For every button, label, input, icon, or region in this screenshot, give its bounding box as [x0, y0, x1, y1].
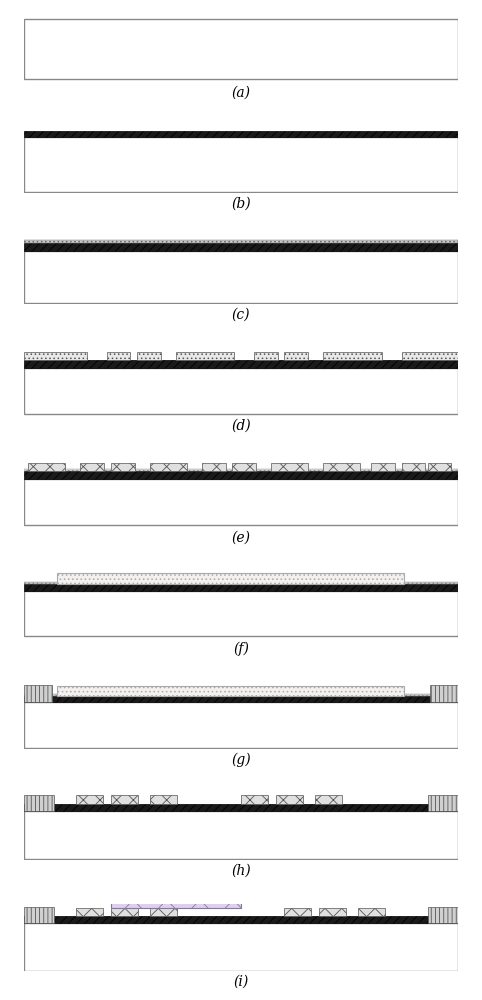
Bar — [345, 688, 370, 696]
Bar — [24, 240, 458, 243]
Bar — [430, 685, 458, 702]
Bar — [24, 479, 458, 525]
Bar — [202, 463, 226, 471]
Bar — [24, 584, 458, 591]
Text: (f): (f) — [233, 641, 249, 656]
Bar — [24, 137, 458, 192]
Bar — [24, 368, 458, 414]
Bar — [323, 463, 360, 471]
Bar — [310, 576, 335, 584]
Bar — [345, 576, 370, 584]
Bar — [276, 795, 303, 804]
Bar — [24, 916, 458, 923]
Bar — [232, 463, 256, 471]
Bar — [250, 576, 274, 584]
Bar — [24, 582, 458, 584]
Bar — [76, 576, 101, 584]
Bar — [319, 908, 346, 916]
Bar — [76, 908, 103, 916]
Bar — [323, 352, 382, 360]
Bar — [358, 908, 385, 916]
Bar — [284, 352, 308, 360]
Text: (a): (a) — [231, 86, 251, 100]
Bar — [402, 463, 426, 471]
Bar — [250, 688, 274, 696]
Bar — [24, 469, 458, 471]
Bar — [57, 686, 403, 696]
Bar — [24, 923, 458, 971]
Bar — [24, 907, 54, 923]
Bar — [310, 688, 335, 696]
Bar — [271, 463, 308, 471]
Bar — [24, 243, 458, 251]
Bar — [284, 908, 311, 916]
Text: (b): (b) — [231, 197, 251, 211]
Bar — [150, 795, 177, 804]
Bar — [402, 352, 458, 360]
Bar — [254, 352, 278, 360]
Bar — [111, 688, 135, 696]
Text: (d): (d) — [231, 419, 251, 433]
Bar — [28, 463, 66, 471]
Bar — [111, 576, 135, 584]
Bar — [428, 795, 458, 811]
Bar — [137, 352, 161, 360]
Text: (c): (c) — [232, 308, 250, 322]
Bar — [76, 795, 103, 804]
Bar — [24, 685, 52, 702]
Bar — [111, 795, 138, 804]
Bar — [76, 688, 101, 696]
Bar — [24, 251, 458, 303]
Bar — [111, 463, 134, 471]
Bar — [24, 471, 458, 479]
Bar — [215, 688, 240, 696]
Bar — [150, 463, 187, 471]
Bar — [111, 908, 138, 916]
Bar — [150, 908, 177, 916]
Bar — [315, 795, 342, 804]
Bar — [24, 702, 458, 748]
Text: (i): (i) — [233, 975, 249, 989]
Bar — [107, 352, 130, 360]
Text: (h): (h) — [231, 864, 251, 878]
Text: (g): (g) — [231, 752, 251, 767]
Bar — [24, 591, 458, 636]
Bar — [24, 131, 458, 137]
Bar — [80, 463, 104, 471]
Bar — [24, 795, 54, 811]
Bar — [24, 694, 458, 696]
Bar — [215, 576, 240, 584]
Bar — [24, 804, 458, 811]
Bar — [428, 907, 458, 923]
Bar — [24, 811, 458, 859]
Bar — [24, 360, 458, 368]
Text: (e): (e) — [231, 530, 251, 544]
Bar — [428, 463, 452, 471]
Bar — [57, 573, 403, 584]
Bar — [371, 463, 395, 471]
Bar — [176, 352, 234, 360]
Bar — [241, 795, 268, 804]
Bar — [111, 896, 241, 908]
Bar — [24, 352, 87, 360]
Bar — [24, 696, 458, 702]
